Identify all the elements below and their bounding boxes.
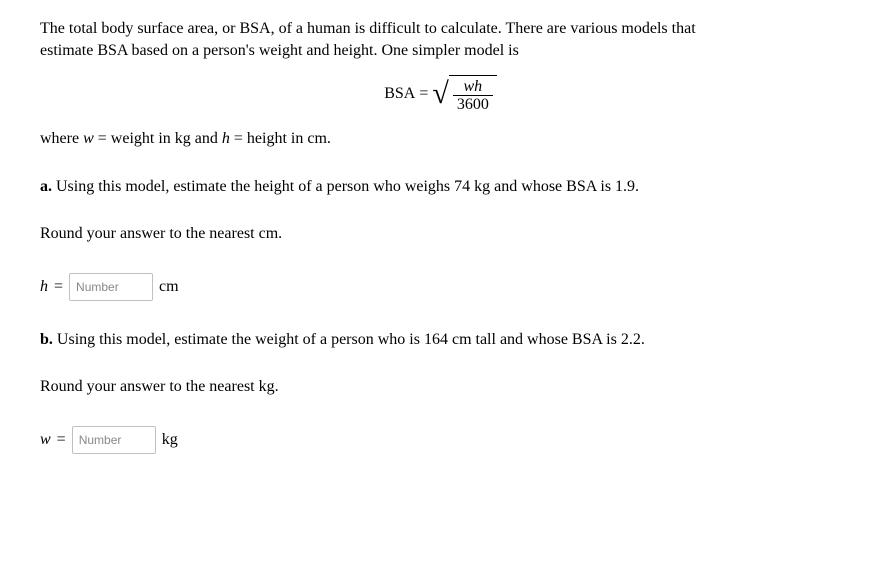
- part-a-unit: cm: [159, 276, 179, 298]
- formula-denominator: 3600: [453, 96, 493, 114]
- part-a-label: a.: [40, 178, 52, 195]
- radical-icon: √: [432, 81, 448, 107]
- part-a-eq: =: [54, 276, 63, 298]
- formula-eq: =: [419, 83, 428, 105]
- where-w: w: [83, 130, 94, 147]
- part-a-var: h: [40, 276, 48, 298]
- intro-line-1: The total body surface area, or BSA, of …: [40, 20, 696, 37]
- bsa-formula: BSA = √ wh 3600: [40, 75, 841, 114]
- where-h: h: [222, 130, 230, 147]
- where-mid: = weight in kg and: [94, 130, 222, 147]
- where-prefix: where: [40, 130, 83, 147]
- part-a-text: Using this model, estimate the height of…: [52, 178, 639, 195]
- formula-numerator: wh: [453, 78, 493, 97]
- part-a-round: Round your answer to the nearest cm.: [40, 223, 841, 245]
- part-a-answer-row: h = cm: [40, 273, 841, 301]
- sqrt-symbol: √ wh 3600: [432, 75, 496, 114]
- part-b-unit: kg: [162, 429, 178, 451]
- formula-fraction: wh 3600: [453, 78, 493, 114]
- part-b-answer-row: w = kg: [40, 426, 841, 454]
- where-end: = height in cm.: [230, 130, 331, 147]
- part-b-eq: =: [57, 429, 66, 451]
- part-b-input[interactable]: [72, 426, 156, 454]
- intro-paragraph: The total body surface area, or BSA, of …: [40, 18, 841, 63]
- where-clause: where w = weight in kg and h = height in…: [40, 128, 841, 150]
- part-b-round: Round your answer to the nearest kg.: [40, 376, 841, 398]
- part-b-text: Using this model, estimate the weight of…: [53, 331, 645, 348]
- part-b-label: b.: [40, 331, 53, 348]
- formula-lhs: BSA: [384, 83, 415, 105]
- part-a: a. Using this model, estimate the height…: [40, 176, 841, 198]
- part-a-input[interactable]: [69, 273, 153, 301]
- part-b: b. Using this model, estimate the weight…: [40, 329, 841, 351]
- intro-line-2: estimate BSA based on a person's weight …: [40, 42, 519, 59]
- part-b-var: w: [40, 429, 51, 451]
